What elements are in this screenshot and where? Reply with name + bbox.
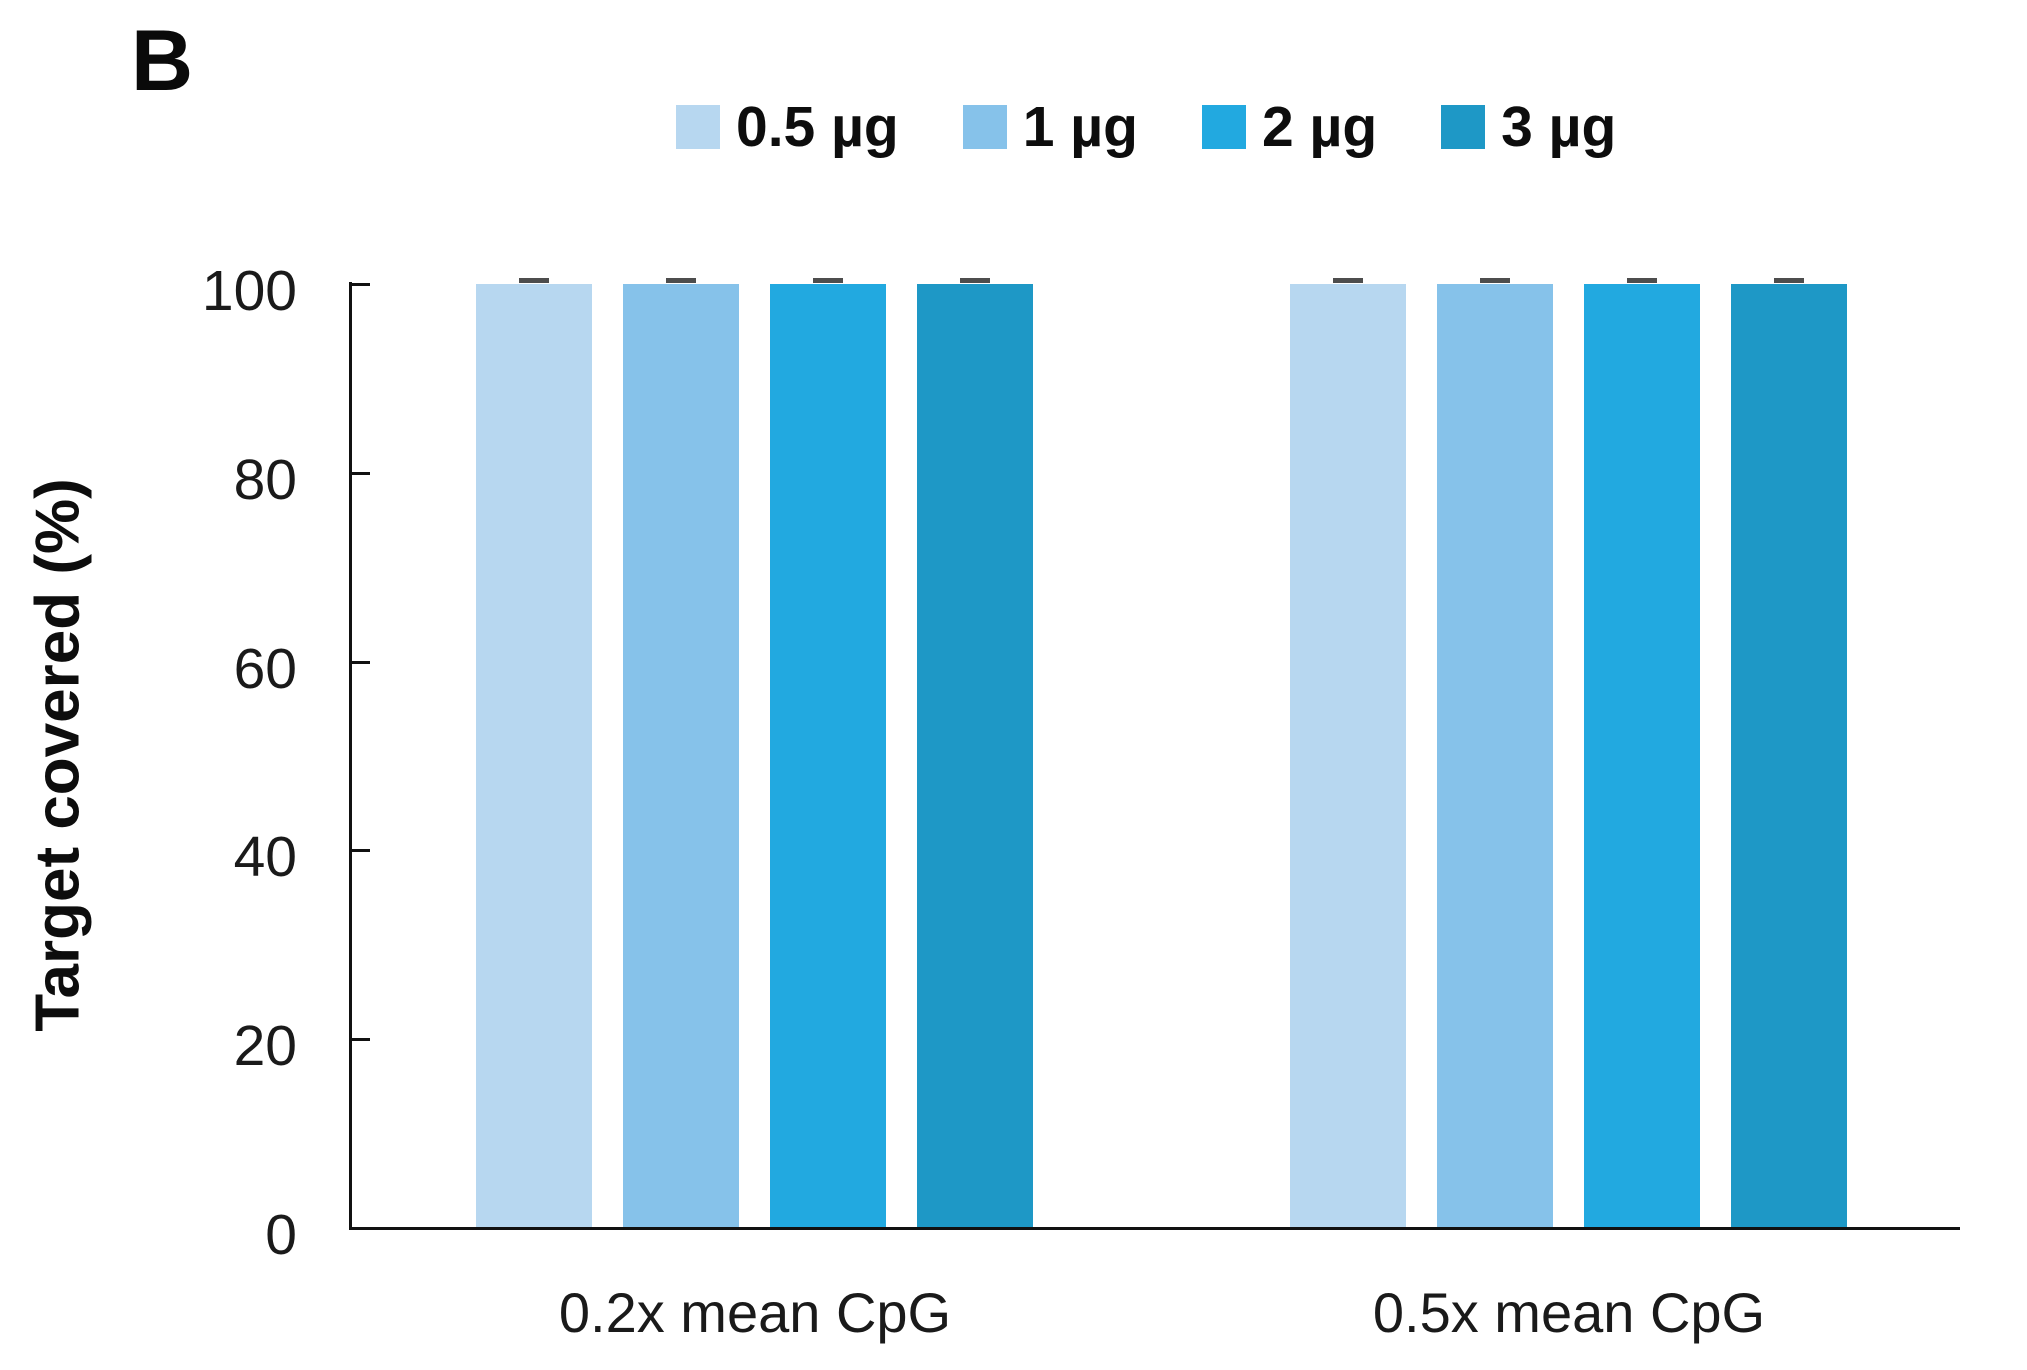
y-tick-mark xyxy=(352,849,370,853)
bar-0.2x-1µg xyxy=(623,283,739,1227)
y-axis-title: Target covered (%) xyxy=(23,478,93,1032)
error-bar-cap xyxy=(1333,278,1363,284)
y-tick-label: 0 xyxy=(265,1203,297,1267)
legend-label: 0.5 µg xyxy=(736,94,899,159)
bar-0.5x-2µg xyxy=(1584,283,1700,1227)
error-bar-cap xyxy=(1627,278,1657,284)
y-axis-line xyxy=(349,282,352,1229)
legend-item-3µg: 3 µg xyxy=(1441,94,1617,159)
legend-label: 3 µg xyxy=(1501,94,1617,159)
legend-swatch-icon xyxy=(962,105,1007,149)
legend-label: 1 µg xyxy=(1022,94,1138,159)
y-tick-label: 20 xyxy=(233,1014,297,1079)
error-bar-cap xyxy=(666,278,696,284)
y-tick-mark xyxy=(352,283,370,286)
error-bar-cap xyxy=(1774,278,1804,284)
y-tick-label: 100 xyxy=(201,259,297,323)
y-tick-mark xyxy=(352,1227,370,1230)
bar-0.2x-2µg xyxy=(770,283,886,1227)
x-group-label-2: 0.5x mean CpG xyxy=(1372,1281,1766,1344)
legend-swatch-icon xyxy=(676,105,720,149)
x-group-label-1: 0.2x mean CpG xyxy=(558,1281,952,1344)
legend: 0.5 µg 1 µg 2 µg 3 µg xyxy=(676,94,1616,160)
error-bar-cap xyxy=(960,278,990,284)
bar-0.5x-3µg xyxy=(1731,283,1847,1227)
bar-0.2x-3µg xyxy=(917,283,1033,1227)
error-bar-cap xyxy=(1480,278,1510,284)
legend-label: 2 µg xyxy=(1261,94,1378,159)
y-tick-label: 60 xyxy=(233,636,297,701)
legend-item-0.5µg: 0.5 µg xyxy=(676,94,899,159)
bar-0.2x-0.5µg xyxy=(476,283,592,1227)
panel-letter: B xyxy=(131,13,194,109)
bar-0.5x-1µg xyxy=(1437,283,1553,1227)
y-tick-mark xyxy=(352,471,370,475)
bar-0.5x-0.5µg xyxy=(1290,283,1406,1227)
legend-item-2µg: 2 µg xyxy=(1201,94,1378,159)
legend-swatch-icon xyxy=(1441,105,1486,149)
y-tick-label: 80 xyxy=(233,447,297,512)
y-tick-mark xyxy=(352,1038,370,1042)
error-bar-cap xyxy=(813,278,843,284)
y-tick-mark xyxy=(352,660,370,664)
x-axis-line xyxy=(349,1227,1960,1230)
y-tick-label: 40 xyxy=(233,825,297,890)
error-bar-cap xyxy=(519,278,549,284)
legend-item-1µg: 1 µg xyxy=(962,94,1138,159)
legend-swatch-icon xyxy=(1201,105,1246,149)
